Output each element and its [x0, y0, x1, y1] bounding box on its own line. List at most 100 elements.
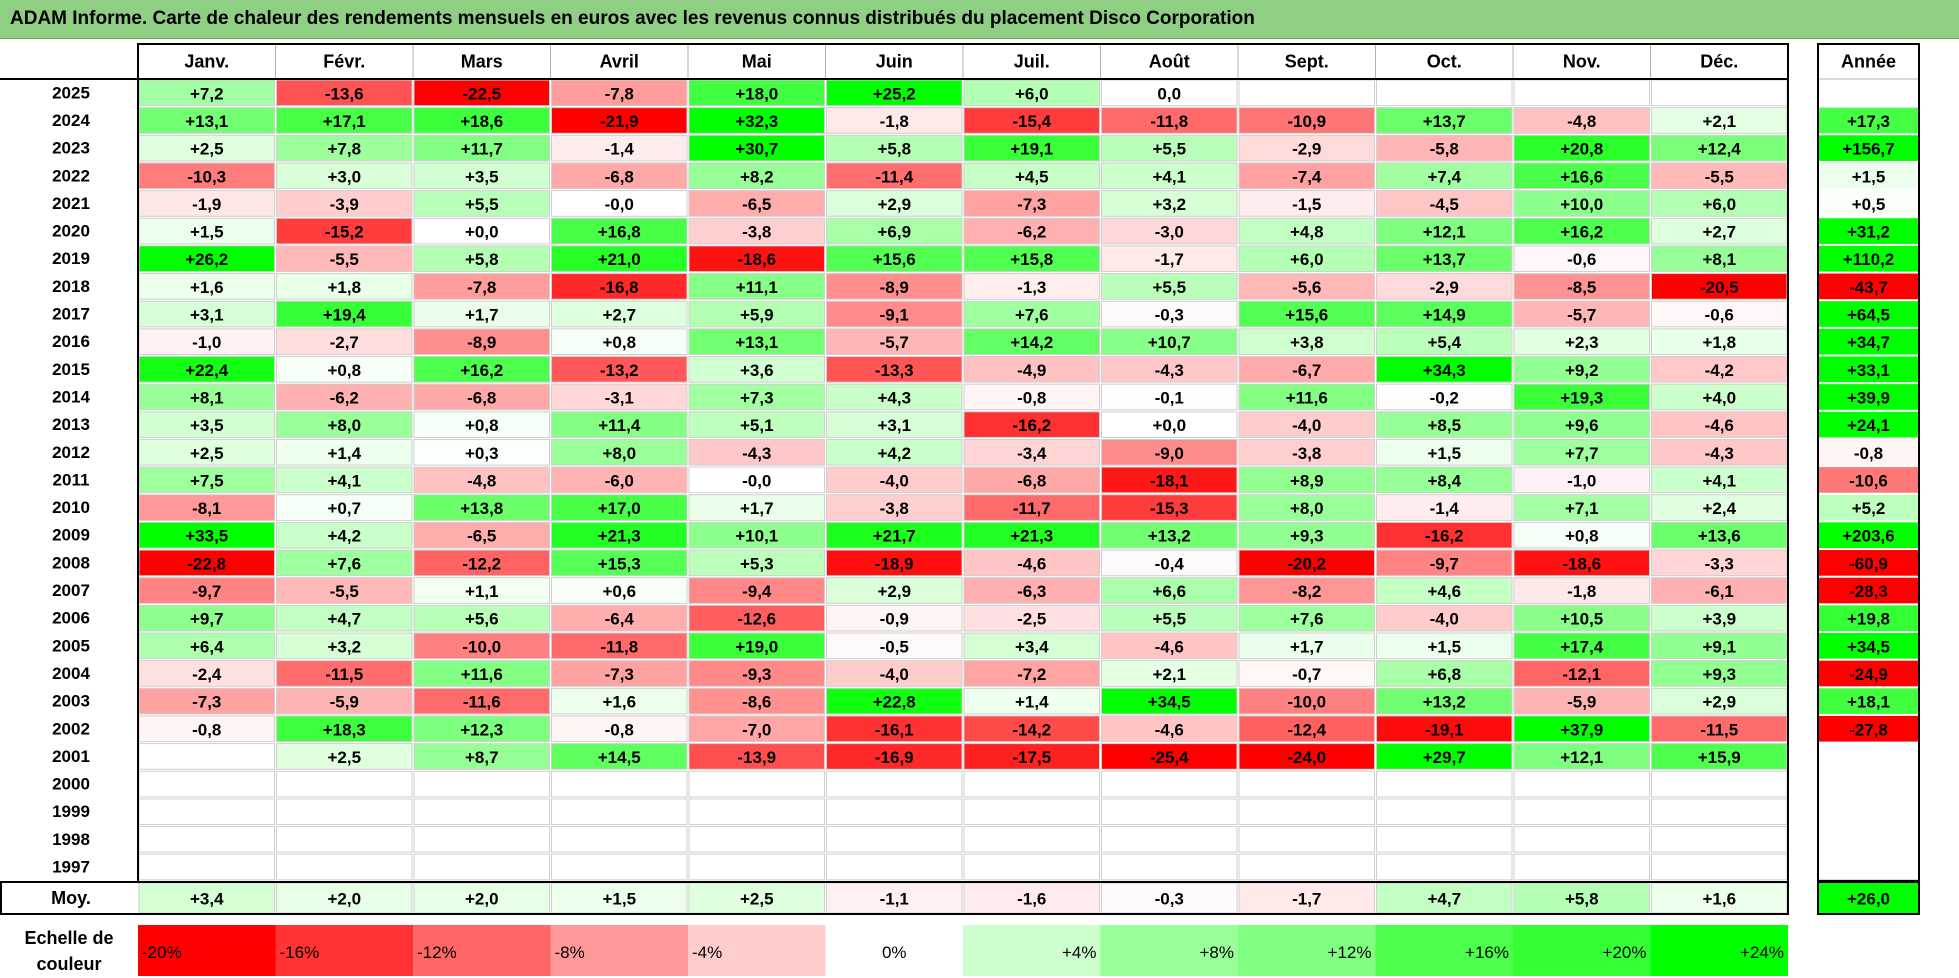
cell-value: +3,6: [740, 361, 774, 380]
cell-value: -4,0: [880, 471, 909, 490]
heatmap-cell: [963, 826, 1100, 853]
heatmap-cell: [1513, 411, 1650, 438]
cell-value: -11,7: [1013, 499, 1051, 518]
heatmap-cell: [688, 743, 825, 770]
annual-value: +24,1: [1847, 416, 1890, 435]
heatmap-cell: [551, 79, 688, 107]
cell-value: +25,2: [873, 84, 916, 103]
average-label: Moy.: [51, 888, 91, 908]
cell-value: +7,6: [327, 554, 361, 573]
cell-value: -7,4: [1292, 167, 1322, 186]
cell-value: +2,9: [877, 582, 911, 601]
cell-value: +21,3: [598, 527, 641, 546]
heatmap-cell: [551, 273, 688, 300]
cell-value: -1,9: [192, 195, 221, 214]
cell-value: -4,6: [1705, 416, 1734, 435]
cell-value: +19,0: [735, 637, 778, 656]
cell-value: +9,6: [1565, 416, 1599, 435]
heatmap-cell: [551, 743, 688, 770]
month-header-5: Mai: [742, 52, 772, 72]
cell-value: +13,1: [185, 112, 228, 131]
heatmap-cell: [1376, 356, 1513, 383]
cell-value: -0,0: [605, 195, 634, 214]
cell-value: -6,2: [1017, 223, 1046, 242]
cell-value: +2,5: [190, 444, 224, 463]
heatmap-cell: [826, 604, 963, 632]
cell-value: +13,2: [1423, 693, 1466, 712]
cell-value: -0,6: [1567, 250, 1596, 269]
heatmap-cell: [1376, 715, 1513, 743]
heatmap-cell: [276, 660, 413, 687]
month-header-9: Sept.: [1285, 52, 1329, 72]
cell-value: +3,0: [327, 167, 361, 186]
heatmap-cell: [276, 383, 413, 411]
heatmap-cell: [276, 632, 413, 660]
year-label: 2025: [52, 83, 90, 102]
heatmap-cell: [138, 79, 275, 107]
title-bar: ADAM Informe. Carte de chaleur des rende…: [0, 0, 1959, 39]
cell-value: +1,7: [1290, 637, 1324, 656]
cell-value: +8,0: [602, 444, 636, 463]
cell-value: +4,7: [327, 610, 361, 629]
heatmap-cell: [688, 162, 825, 190]
cell-value: -18,9: [875, 554, 914, 573]
annual-value: -60,9: [1849, 554, 1888, 573]
year-label: 2002: [52, 719, 90, 738]
annual-value: -43,7: [1849, 278, 1888, 297]
cell-value: -15,4: [1012, 112, 1051, 131]
heatmap-cell: [1101, 604, 1238, 632]
cell-value: +6,4: [190, 637, 224, 656]
cell-value: +3,2: [1152, 195, 1186, 214]
heatmap-cell: [1101, 466, 1238, 494]
heatmap-cell: [1376, 798, 1513, 826]
cell-value: -5,7: [880, 333, 909, 352]
cell-value: -1,0: [1567, 471, 1596, 490]
heatmap-cell: [1101, 79, 1238, 107]
heatmap-cell: [963, 356, 1100, 383]
heatmap-cell: [276, 107, 413, 134]
cell-value: -9,7: [1430, 554, 1459, 573]
cell-value: -3,8: [742, 223, 771, 242]
heatmap-cell: [688, 245, 825, 273]
heatmap-cell: [1513, 577, 1650, 604]
heatmap-cell: [413, 770, 550, 798]
cell-value: +1,1: [465, 582, 499, 601]
heatmap-cell: [276, 328, 413, 356]
color-scale-swatch: [1238, 925, 1376, 976]
cell-value: +19,1: [1010, 140, 1053, 159]
heatmap-cell: [826, 770, 963, 798]
cell-value: -1,4: [605, 140, 635, 159]
heatmap-cell: [963, 632, 1100, 660]
year-label: 1999: [52, 802, 90, 821]
heatmap-cell: [1376, 604, 1513, 632]
annual-cell: [1819, 854, 1918, 880]
heatmap-cell: [551, 134, 688, 162]
average-value: +2,0: [465, 890, 499, 909]
cell-value: -5,9: [1567, 693, 1596, 712]
cell-value: +11,6: [1286, 388, 1328, 407]
heatmap-cell: [963, 743, 1100, 770]
heatmap-cell: [551, 245, 688, 273]
cell-value: -25,4: [1150, 748, 1189, 767]
cell-value: +20,8: [1560, 140, 1603, 159]
cell-value: +18,3: [323, 720, 366, 739]
color-scale-label: Echelle de: [24, 928, 114, 948]
heatmap-cell: [138, 521, 275, 549]
cell-value: -2,4: [192, 665, 222, 684]
year-label: 2016: [52, 332, 90, 351]
annual-value: +1,5: [1852, 167, 1886, 186]
cell-value: +18,6: [460, 112, 503, 131]
cell-value: +15,9: [1698, 748, 1741, 767]
heatmap-cell: [1651, 687, 1788, 715]
color-scale-swatch: [688, 925, 826, 976]
heatmap-cell: [1513, 798, 1650, 826]
cell-value: -1,8: [1567, 582, 1596, 601]
heatmap-cell: [413, 853, 550, 881]
cell-value: +4,2: [327, 527, 361, 546]
color-scale-label-value: +16%: [1465, 943, 1509, 962]
heatmap-cell: [551, 107, 688, 134]
heatmap-cell: [688, 107, 825, 134]
heatmap-cell: [1376, 411, 1513, 438]
heatmap-cell: [276, 521, 413, 549]
annual-cell: [1819, 826, 1918, 853]
